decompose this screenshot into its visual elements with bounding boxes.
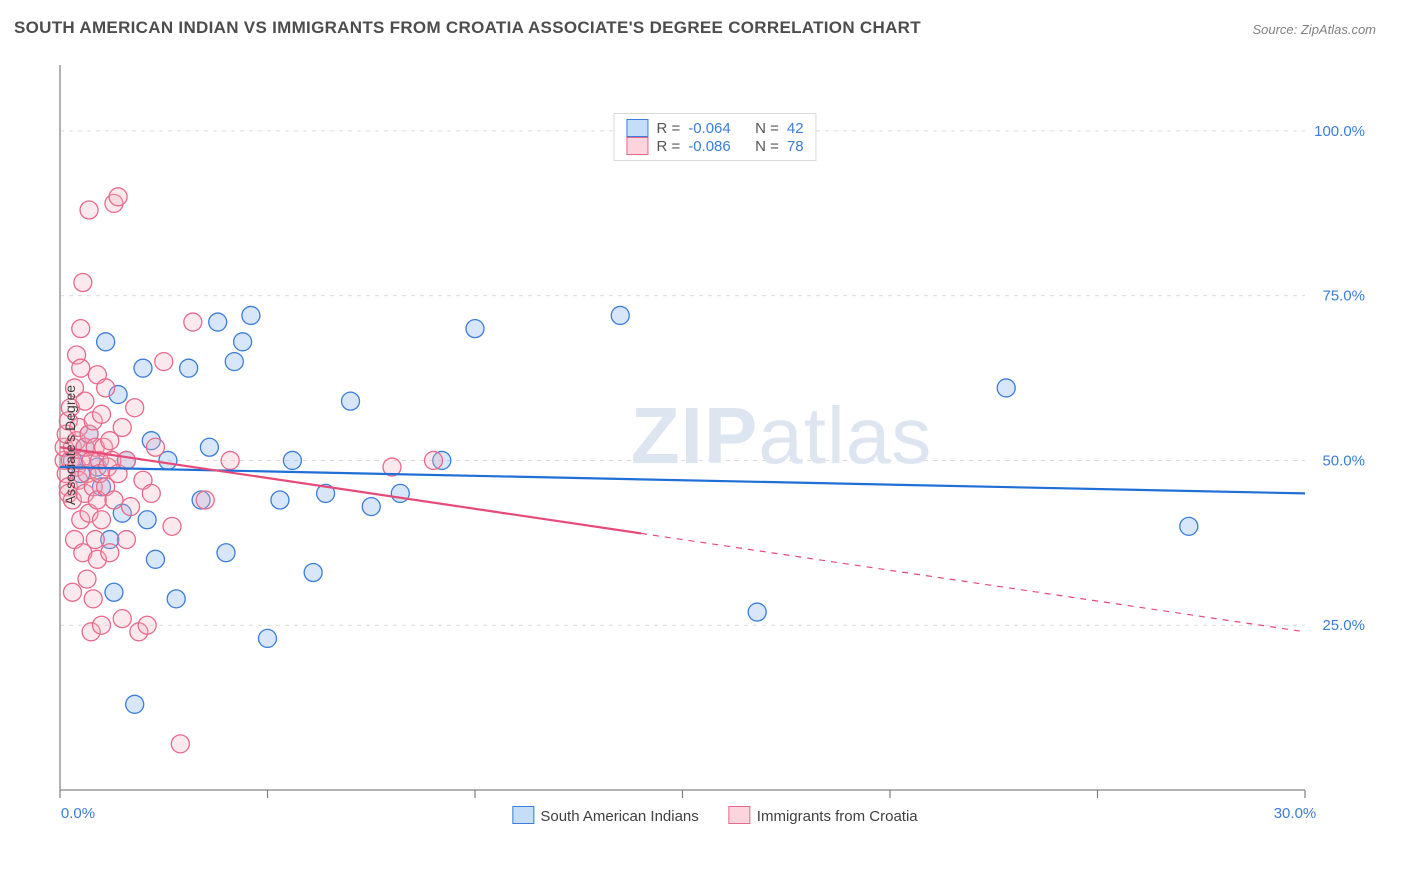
svg-text:0.0%: 0.0% bbox=[61, 805, 95, 822]
n-value-1: 78 bbox=[787, 138, 804, 155]
r-value-1: -0.086 bbox=[688, 138, 731, 155]
source-label: Source: ZipAtlas.com bbox=[1252, 22, 1376, 37]
svg-text:25.0%: 25.0% bbox=[1322, 617, 1365, 634]
chart-title: SOUTH AMERICAN INDIAN VS IMMIGRANTS FROM… bbox=[14, 18, 921, 38]
legend-swatch-0 bbox=[512, 806, 534, 824]
svg-text:50.0%: 50.0% bbox=[1322, 452, 1365, 469]
legend-swatch-pink bbox=[626, 137, 648, 155]
legend-label-1: Immigrants from Croatia bbox=[757, 808, 918, 825]
legend-swatch-1 bbox=[729, 806, 751, 824]
r-label: R = bbox=[656, 120, 680, 137]
legend-label-0: South American Indians bbox=[540, 808, 698, 825]
legend-stats: R = -0.064 N = 42 R = -0.086 N = 78 bbox=[613, 113, 816, 161]
legend-item-0: South American Indians bbox=[512, 806, 698, 825]
y-axis-label: Associate's Degree bbox=[62, 385, 78, 505]
legend-stats-row-0: R = -0.064 N = 42 bbox=[626, 119, 803, 137]
r-value-0: -0.064 bbox=[688, 120, 731, 137]
n-value-0: 42 bbox=[787, 120, 804, 137]
r-label: R = bbox=[656, 138, 680, 155]
svg-text:30.0%: 30.0% bbox=[1274, 805, 1317, 822]
chart-page: SOUTH AMERICAN INDIAN VS IMMIGRANTS FROM… bbox=[0, 0, 1406, 892]
legend-item-1: Immigrants from Croatia bbox=[729, 806, 918, 825]
svg-text:100.0%: 100.0% bbox=[1314, 123, 1365, 140]
n-label: N = bbox=[755, 120, 779, 137]
svg-text:75.0%: 75.0% bbox=[1322, 288, 1365, 305]
n-label: N = bbox=[755, 138, 779, 155]
legend-swatch-blue bbox=[626, 119, 648, 137]
scatter-chart-svg: 25.0% 50.0% 75.0% 100.0% 0.0% 30.0% bbox=[50, 55, 1380, 835]
plot-area: Associate's Degree 25.0% 50.0% 75.0% 100.0%… bbox=[50, 55, 1380, 835]
legend-series: South American Indians Immigrants from C… bbox=[512, 806, 917, 825]
legend-stats-row-1: R = -0.086 N = 78 bbox=[626, 137, 803, 155]
